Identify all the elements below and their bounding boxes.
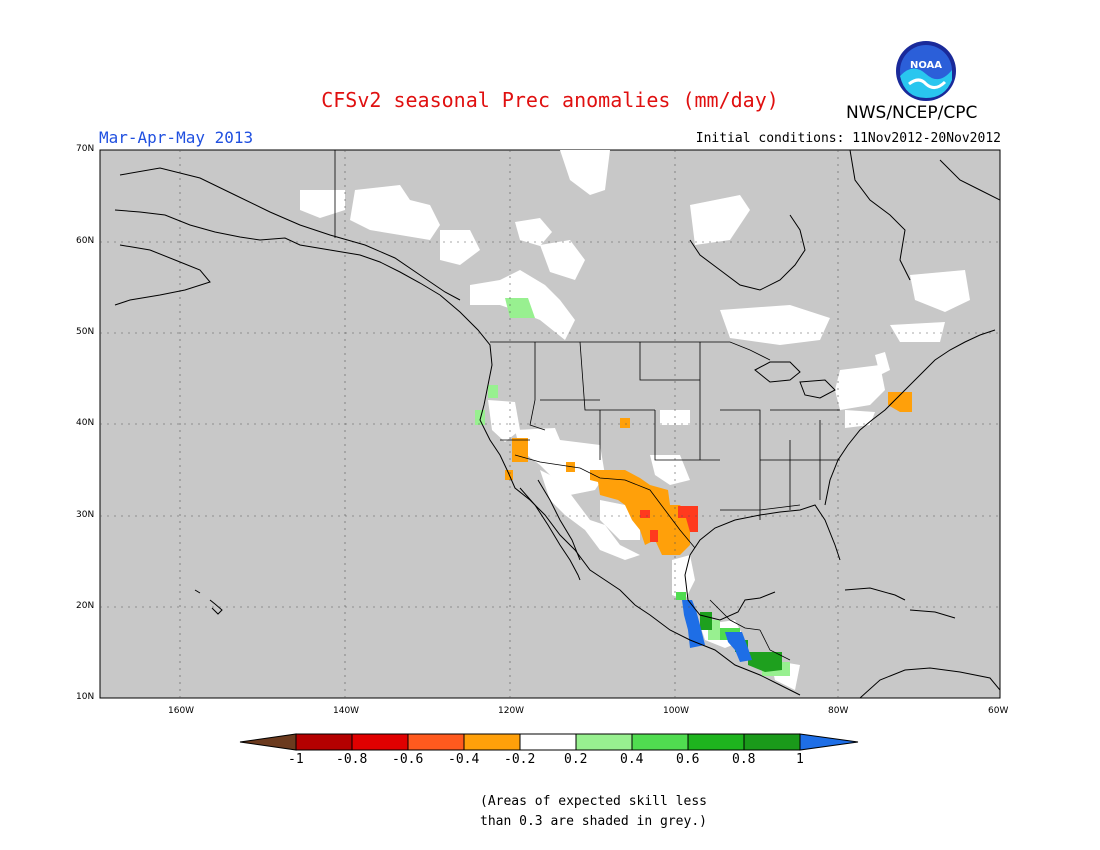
lat-label-20n: 20N [76,601,95,611]
colorbar-tick-label: -1 [288,752,304,767]
colorbar-tick-label: 0.6 [676,752,700,767]
very-wet-regions [682,600,752,662]
colorbar-box [519,733,577,751]
lat-label-60n: 60N [76,236,95,246]
skill-note-line-1: (Areas of expected skill less [480,794,707,809]
colorbar-tick-label: -0.4 [448,752,480,767]
colorbar-right-arrow [799,733,859,751]
lon-label-80w: 80W [828,706,849,716]
colorbar-tick-label: -0.8 [336,752,368,767]
lat-label-40n: 40N [76,418,95,428]
colorbar-box [743,733,801,751]
initial-conditions: Initial conditions: 11Nov2012-20Nov2012 [695,131,1001,146]
colorbar-box [687,733,745,751]
colorbar-tick-label: 0.4 [620,752,644,767]
lon-label-60w: 60W [988,706,1009,716]
coastlines [114,150,1000,698]
colorbar-tick-label: 0.8 [732,752,756,767]
colorbar-tick-label: 0.2 [564,752,588,767]
lat-label-10n: 10N [76,692,95,702]
colorbar-left-arrow [239,733,297,751]
colorbar-tick-label: -0.2 [504,752,536,767]
lat-label-70n: 70N [76,144,95,154]
lon-label-140w: 140W [333,706,360,716]
lat-label-30n: 30N [76,510,95,520]
lon-label-100w: 100W [663,706,690,716]
colorbar-box [631,733,689,751]
strong-dry-regions [640,506,698,542]
colorbar-box [351,733,409,751]
skill-note-line-2: than 0.3 are shaded in grey.) [480,814,707,829]
political-boundaries [334,150,840,661]
map-title: CFSv2 seasonal Prec anomalies (mm/day) [321,88,779,112]
agency-label: NWS/NCEP/CPC [846,103,978,123]
anomaly-shading [100,150,1000,698]
colorbar-tick-label: 1 [796,752,804,767]
colorbar-boxes [295,733,801,751]
colorbar-box [295,733,353,751]
graticule [100,150,1000,698]
colorbar-box [463,733,521,751]
logo-text: NOAA [910,60,942,71]
lon-label-120w: 120W [498,706,525,716]
lat-label-50n: 50N [76,327,95,337]
forecast-period: Mar-Apr-May 2013 [99,128,254,147]
colorbar-tick-label: -0.6 [392,752,424,767]
colorbar-box [407,733,465,751]
colorbar-box [575,733,633,751]
noaa-logo: NOAA [896,41,956,101]
skill-note: (Areas of expected skill less than 0.3 a… [480,792,707,832]
lon-label-160w: 160W [168,706,195,716]
